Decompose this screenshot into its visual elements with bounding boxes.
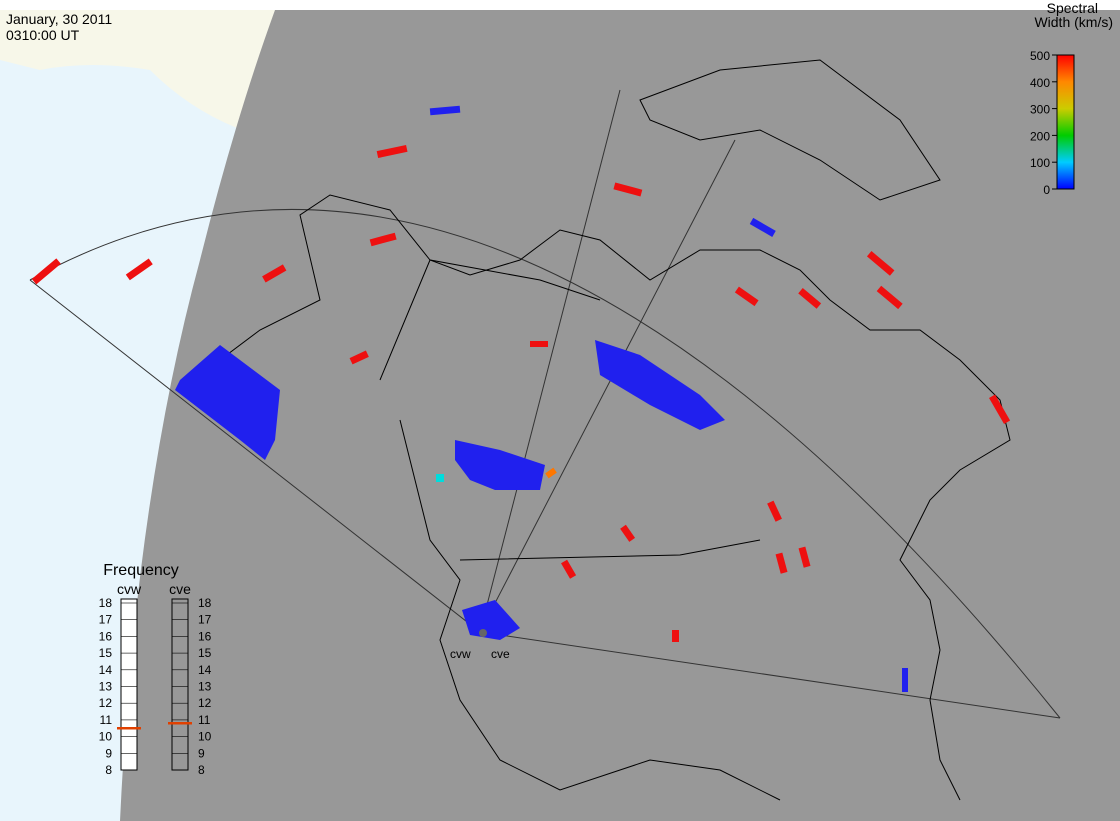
frequency-tick-label: 8 [198, 763, 205, 777]
radar-name: cve [169, 581, 191, 597]
frequency-tick-label: 18 [198, 596, 212, 610]
frequency-tick-label: 13 [198, 680, 212, 694]
radar-site [479, 629, 487, 637]
frequency-tick-label: 12 [198, 696, 212, 710]
frequency-title: Frequency [103, 562, 179, 579]
frequency-tick-label: 8 [105, 763, 112, 777]
radar-echoes [31, 105, 1011, 692]
colorbar-tick-label: 500 [1030, 49, 1050, 63]
frequency-scale [120, 598, 138, 771]
colorbar-title: Width (km/s) [1034, 14, 1113, 30]
colorbar-tick-label: 0 [1043, 183, 1050, 197]
frequency-tick-label: 10 [99, 730, 113, 744]
coastline [179, 59, 1011, 801]
frequency-tick-label: 17 [198, 613, 212, 627]
frequency-tick-label: 14 [99, 663, 113, 677]
frequency-tick-label: 16 [99, 629, 113, 643]
frequency-tick-label: 14 [198, 663, 212, 677]
time: 0310:00 UT [6, 27, 80, 43]
globe-disk [120, 10, 1120, 821]
colorbar-tick-label: 400 [1030, 76, 1050, 90]
frequency-tick-label: 9 [105, 746, 112, 760]
frequency-tick-label: 18 [99, 596, 113, 610]
radar-name: cvw [117, 581, 142, 597]
land [0, 10, 275, 130]
frequency-tick-label: 9 [198, 746, 205, 760]
site-label: cve [491, 647, 510, 661]
frequency-tick-label: 15 [198, 646, 212, 660]
frequency-tick-label: 12 [99, 696, 113, 710]
frequency-tick-label: 13 [99, 680, 113, 694]
site-label: cvw [450, 647, 471, 661]
frequency-scale [171, 598, 189, 771]
frequency-tick-label: 17 [99, 613, 113, 627]
frequency-tick-label: 16 [198, 629, 212, 643]
colorbar-tick-label: 200 [1030, 129, 1050, 143]
frequency-tick-label: 15 [99, 646, 113, 660]
colorbar-tick-label: 100 [1030, 156, 1050, 170]
frequency-tick-label: 11 [100, 713, 113, 727]
colorbar-title: Spectral [1047, 0, 1098, 16]
colorbar [1056, 54, 1075, 190]
frequency-tick-label: 11 [198, 713, 211, 727]
colorbar-tick-label: 300 [1030, 103, 1050, 117]
frequency-tick-label: 10 [198, 730, 212, 744]
date: January, 30 2011 [6, 11, 112, 27]
